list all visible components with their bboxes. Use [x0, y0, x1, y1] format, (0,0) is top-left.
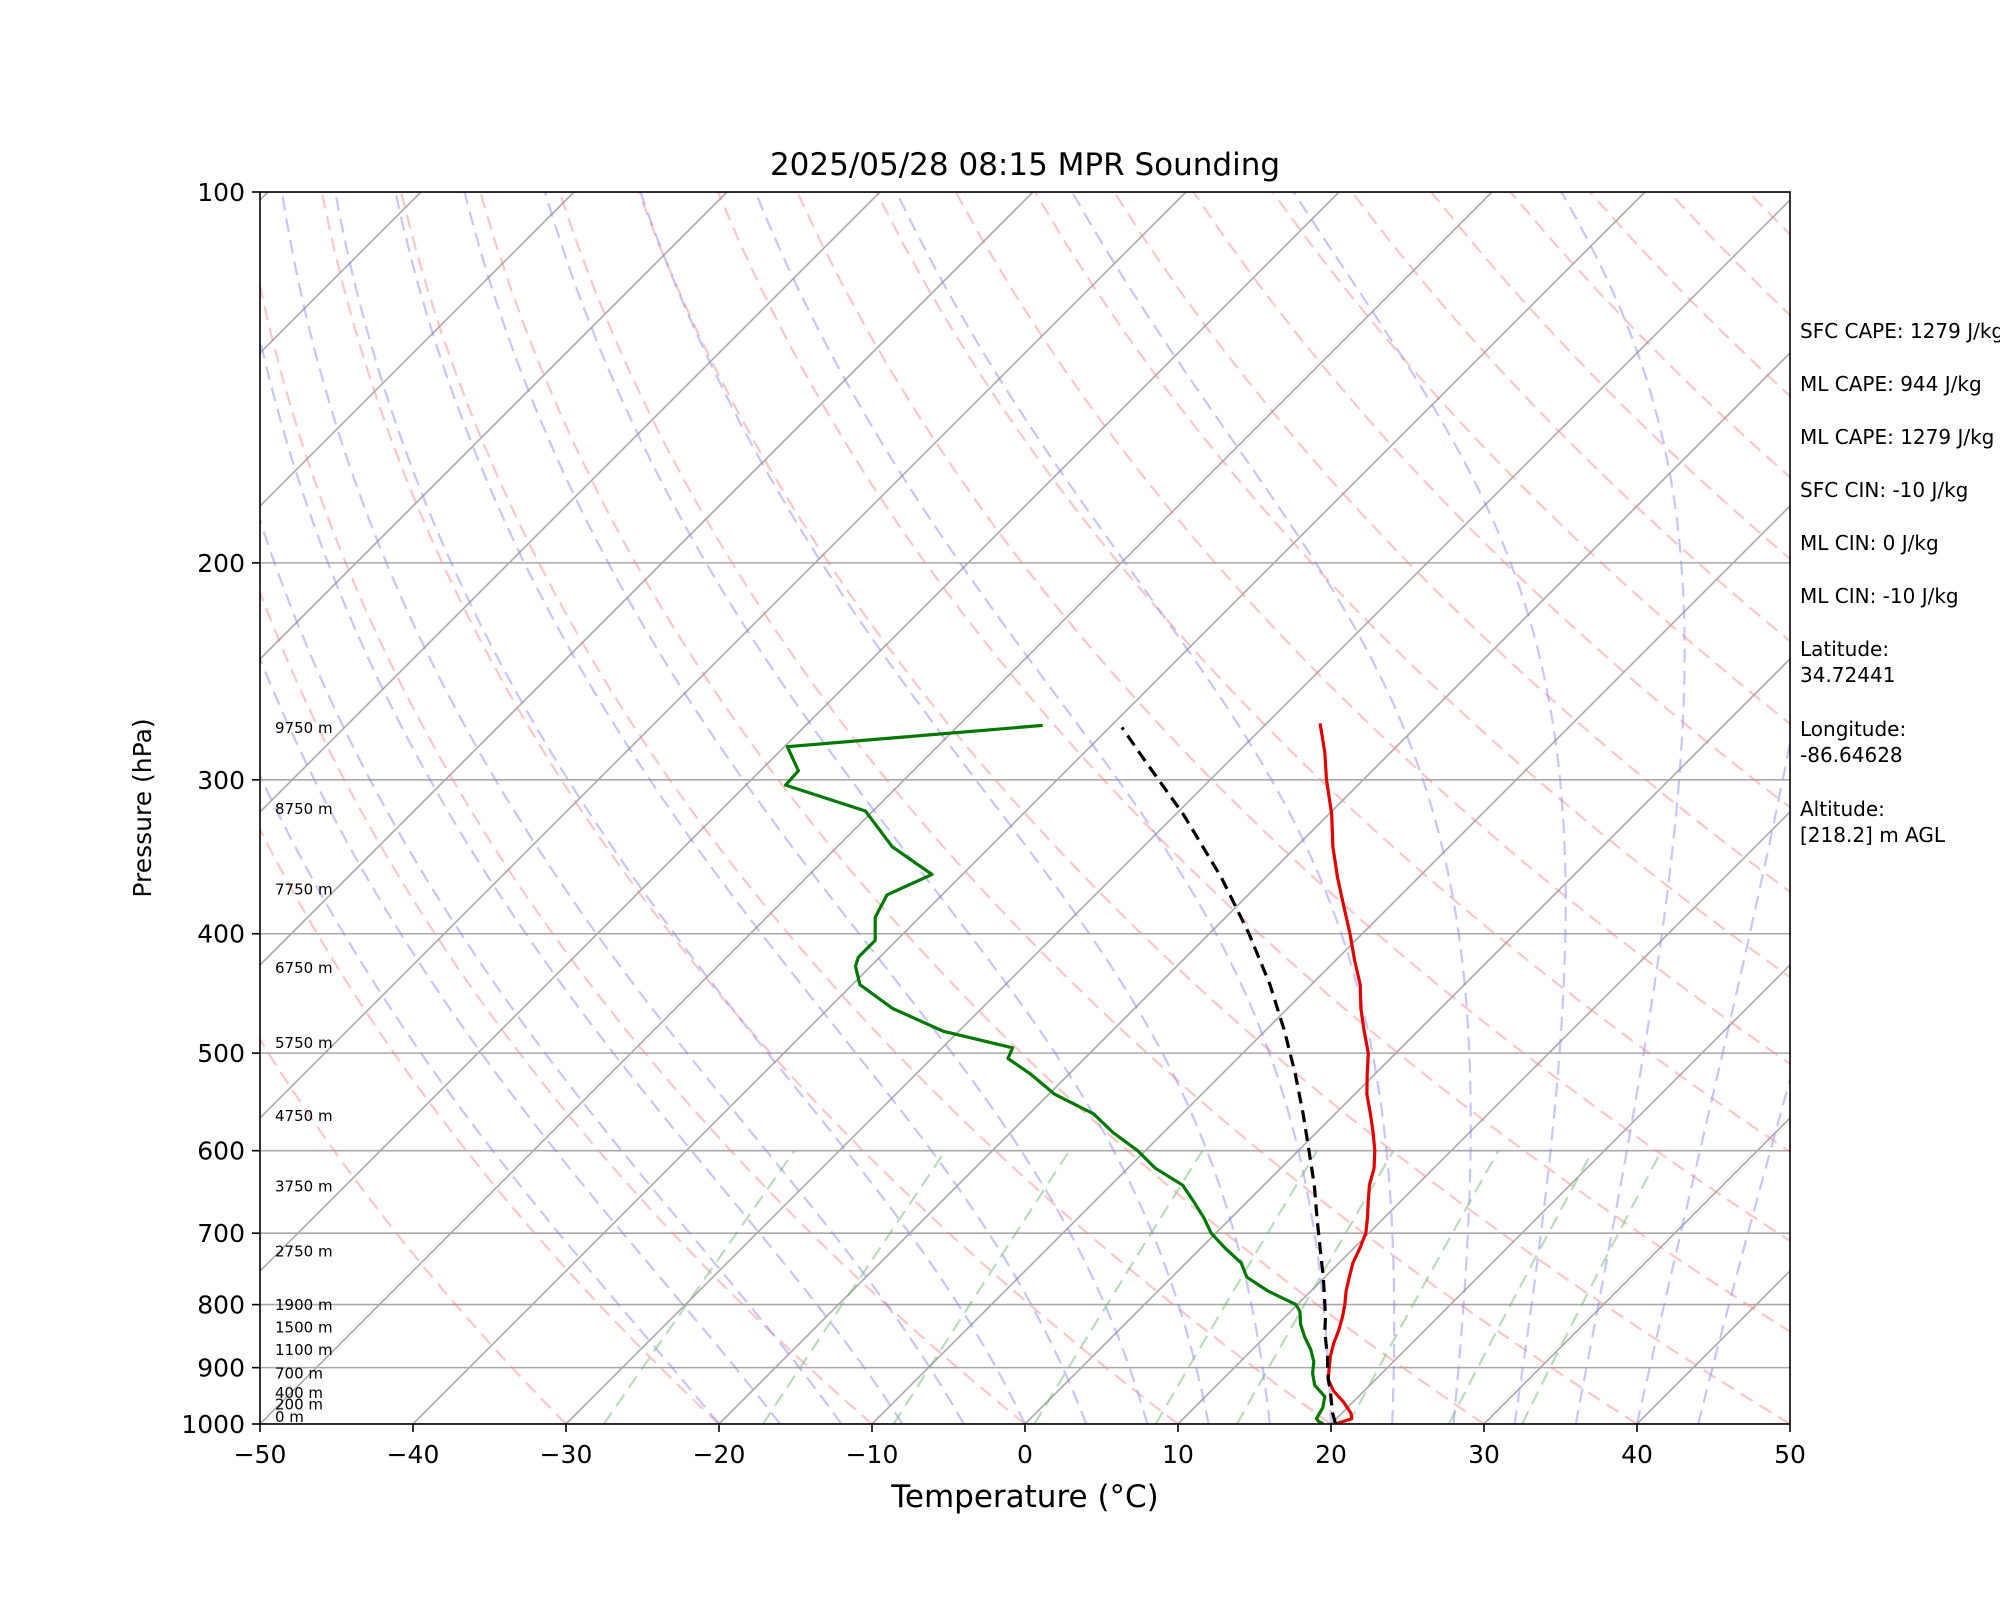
temperature-line: [1320, 723, 1375, 1424]
isotherm-line: [0, 192, 1186, 1424]
isotherm-line: [719, 192, 1951, 1424]
stat-sfc-cin: SFC CIN: -10 J/kg: [1800, 477, 2000, 530]
height-label: 9750 m: [275, 719, 333, 737]
altitude-label: Altitude:: [1800, 796, 2000, 822]
height-label: 8750 m: [275, 800, 333, 818]
height-label: 3750 m: [275, 1178, 333, 1196]
x-tick-label: 40: [1621, 1440, 1653, 1469]
mixing-ratio-line: [1034, 1151, 1202, 1424]
height-label: 1100 m: [275, 1341, 333, 1359]
stat-ml-cin-2: ML CIN: -10 J/kg: [1800, 583, 2000, 636]
x-tick-label: −10: [846, 1440, 899, 1469]
isotherm-line: [260, 192, 1492, 1424]
latitude-block: Latitude: 34.72441: [1800, 636, 2000, 716]
longitude-block: Longitude: -86.64628: [1800, 716, 2000, 796]
y-tick-label: 400: [197, 920, 245, 949]
plot-frame: [260, 192, 1790, 1424]
moist-adiabat-line: [234, 192, 903, 1424]
x-axis: −50 −40 −30 −20 −10 0 10 20 30 40 50: [234, 1424, 1806, 1469]
dry-adiabat-line: [560, 192, 1638, 1424]
y-tick-label: 200: [197, 549, 245, 578]
y-axis: 100 200 300 400 500 600 700 800 900 1000: [181, 178, 260, 1439]
x-tick-label: −40: [387, 1440, 440, 1469]
height-label: 6750 m: [275, 959, 333, 977]
height-label: 4750 m: [275, 1107, 333, 1125]
x-tick-label: 0: [1017, 1440, 1033, 1469]
y-tick-label: 600: [197, 1137, 245, 1166]
sounding-info-panel: SFC CAPE: 1279 J/kg ML CAPE: 944 J/kg ML…: [1800, 318, 2000, 848]
height-label: 2750 m: [275, 1243, 333, 1261]
altitude-value: [218.2] m AGL: [1800, 822, 2000, 848]
stat-ml-cin: ML CIN: 0 J/kg: [1800, 530, 2000, 583]
height-label: 5750 m: [275, 1034, 333, 1052]
x-tick-label: −20: [693, 1440, 746, 1469]
latitude-value: 34.72441: [1800, 662, 2000, 688]
x-tick-label: −50: [234, 1440, 287, 1469]
mixing-ratio-line: [894, 1151, 1070, 1424]
data-lines: [786, 723, 1375, 1424]
height-label: 1500 m: [275, 1319, 333, 1337]
height-label: 700 m: [275, 1365, 323, 1383]
isotherm-line: [0, 192, 115, 1424]
moist-adiabat-line: [282, 192, 964, 1424]
height-label: 7750 m: [275, 880, 333, 898]
mixing-ratio-line: [604, 1151, 795, 1424]
x-tick-label: 20: [1315, 1440, 1347, 1469]
isotherm-line: [0, 192, 727, 1424]
moist-adiabat-line: [897, 192, 1395, 1424]
stat-sfc-cape: SFC CAPE: 1279 J/kg: [1800, 318, 2000, 371]
x-tick-label: −30: [540, 1440, 593, 1469]
mixing-ratio-line: [1522, 1151, 1661, 1424]
x-tick-label: 50: [1774, 1440, 1806, 1469]
isotherm-line: [566, 192, 1798, 1424]
dewpoint-line: [786, 725, 1325, 1424]
height-label: 400 m: [275, 1384, 323, 1402]
y-tick-label: 100: [197, 178, 245, 207]
y-tick-label: 800: [197, 1291, 245, 1320]
longitude-label: Longitude:: [1800, 716, 2000, 742]
y-tick-label: 500: [197, 1039, 245, 1068]
dry-adiabat-line: [401, 192, 1331, 1424]
latitude-label: Latitude:: [1800, 636, 2000, 662]
moist-adiabat-line: [335, 192, 1025, 1424]
longitude-value: -86.64628: [1800, 742, 2000, 768]
y-tick-label: 1000: [181, 1410, 245, 1439]
y-tick-label: 900: [197, 1354, 245, 1383]
mixing-ratio-line: [1156, 1151, 1317, 1424]
dry-adiabat-line: [639, 192, 1790, 1424]
y-tick-label: 700: [197, 1219, 245, 1248]
x-tick-label: 10: [1162, 1440, 1194, 1469]
height-label: 1900 m: [275, 1296, 333, 1314]
moist-adiabat-line: [1072, 192, 1471, 1424]
x-axis-label: Temperature (°C): [890, 1479, 1159, 1515]
stat-ml-cape-2: ML CAPE: 1279 J/kg: [1800, 424, 2000, 477]
chart-title: 2025/05/28 08:15 MPR Sounding: [770, 147, 1280, 183]
y-tick-label: 300: [197, 766, 245, 795]
x-tick-label: 30: [1468, 1440, 1500, 1469]
y-axis-label: Pressure (hPa): [128, 718, 157, 897]
altitude-block: Altitude: [218.2] m AGL: [1800, 796, 2000, 848]
moist-adiabat-line: [1561, 192, 1684, 1424]
mixing-ratio-line: [763, 1151, 946, 1424]
stat-ml-cape: ML CAPE: 944 J/kg: [1800, 371, 2000, 424]
